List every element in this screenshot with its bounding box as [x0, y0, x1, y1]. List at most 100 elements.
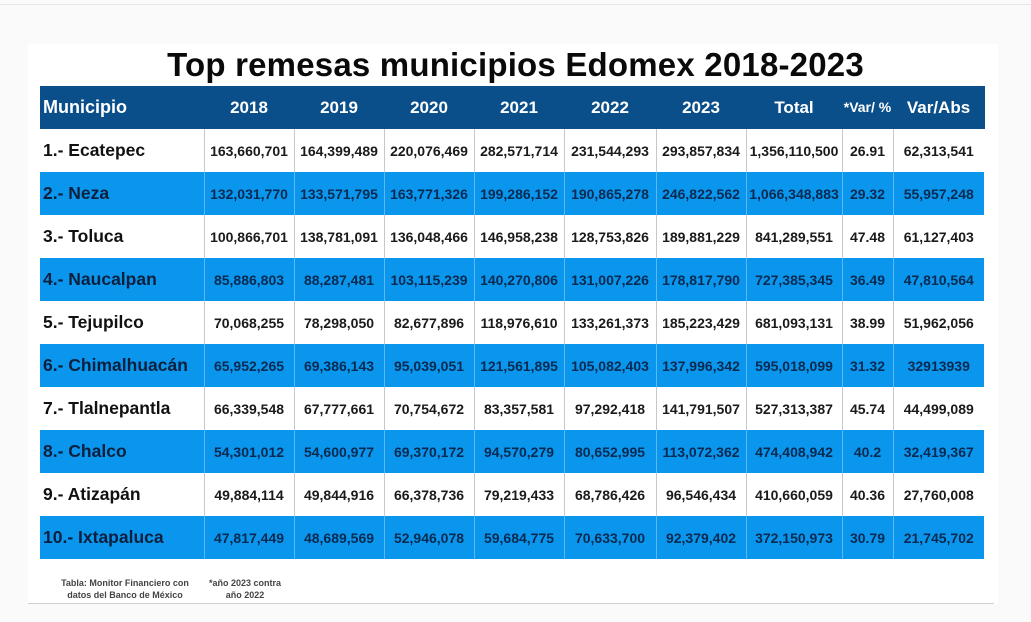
header-row: Municipio 2018 2019 2020 2021 2022 2023 …	[40, 86, 985, 129]
cell-2019: 164,399,489	[293, 129, 384, 172]
header-2021: 2021	[474, 86, 565, 129]
cell-2019: 48,689,569	[293, 516, 384, 559]
table-row: 4.- Naucalpan 85,886,803 88,287,481 103,115…	[40, 258, 984, 301]
cell-var-abs: 61,127,403	[892, 215, 984, 258]
header-2018: 2018	[204, 86, 295, 129]
header-2023: 2023	[656, 86, 747, 129]
cell-var-abs: 44,499,089	[892, 387, 984, 430]
cell-total: 727,385,345	[745, 258, 842, 301]
cell-2018: 100,866,701	[203, 215, 294, 258]
cell-var-abs: 32,419,367	[892, 430, 984, 473]
cell-var-pct: 26.91	[841, 129, 893, 172]
cell-2022: 133,261,373	[563, 301, 656, 344]
cell-2021: 59,684,775	[473, 516, 564, 559]
table-row: 3.- Toluca 100,866,701 138,781,091 136,048,…	[40, 215, 984, 258]
cell-2022: 131,007,226	[563, 258, 656, 301]
header-var-pct: *Var/ %	[842, 86, 894, 129]
header-2022: 2022	[564, 86, 657, 129]
cell-2020: 136,048,466	[383, 215, 474, 258]
footnote-line2: año 2022	[225, 590, 265, 600]
table-row: 1.- Ecatepec 163,660,701 164,399,489 220,07…	[40, 129, 984, 172]
cell-municipio: 8.- Chalco	[40, 430, 204, 473]
cell-total: 681,093,131	[745, 301, 842, 344]
header-2019: 2019	[294, 86, 385, 129]
remittances-table: Municipio 2018 2019 2020 2021 2022 2023 …	[40, 86, 985, 559]
cell-2021: 121,561,895	[473, 344, 564, 387]
cell-2022: 190,865,278	[563, 172, 656, 215]
cell-municipio: 3.- Toluca	[40, 215, 204, 258]
cell-2021: 199,286,152	[473, 172, 564, 215]
cell-total: 410,660,059	[745, 473, 842, 516]
cell-2023: 185,223,429	[655, 301, 746, 344]
source-note: Tabla: Monitor Financiero con datos del …	[50, 577, 200, 601]
cell-2020: 69,370,172	[383, 430, 474, 473]
cell-2020: 52,946,078	[383, 516, 474, 559]
cell-2019: 133,571,795	[293, 172, 384, 215]
cell-2018: 66,339,548	[203, 387, 294, 430]
cell-2020: 103,115,239	[383, 258, 474, 301]
cell-2023: 293,857,834	[655, 129, 746, 172]
header-2020: 2020	[384, 86, 475, 129]
cell-2019: 54,600,977	[293, 430, 384, 473]
cell-2023: 113,072,362	[655, 430, 746, 473]
table-row: 6.- Chimalhuacán 65,952,265 69,386,143 95,0…	[40, 344, 984, 387]
cell-total: 527,313,387	[745, 387, 842, 430]
cell-2022: 231,544,293	[563, 129, 656, 172]
cell-2020: 66,378,736	[383, 473, 474, 516]
cell-2018: 85,886,803	[203, 258, 294, 301]
cell-2019: 88,287,481	[293, 258, 384, 301]
cell-2020: 163,771,326	[383, 172, 474, 215]
cell-2018: 65,952,265	[203, 344, 294, 387]
source-note-line1: Tabla: Monitor Financiero con	[61, 578, 189, 588]
cell-2023: 137,996,342	[655, 344, 746, 387]
cell-2022: 80,652,995	[563, 430, 656, 473]
table-row: 8.- Chalco 54,301,012 54,600,977 69,370,172…	[40, 430, 984, 473]
cell-municipio: 4.- Naucalpan	[40, 258, 204, 301]
cell-2018: 54,301,012	[203, 430, 294, 473]
cell-2023: 96,546,434	[655, 473, 746, 516]
cell-2021: 79,219,433	[473, 473, 564, 516]
cell-var-abs: 21,745,702	[892, 516, 984, 559]
cell-2022: 105,082,403	[563, 344, 656, 387]
footnote-line1: *año 2023 contra	[208, 578, 282, 588]
cell-2021: 118,976,610	[473, 301, 564, 344]
cell-2020: 82,677,896	[383, 301, 474, 344]
cell-2020: 70,754,672	[383, 387, 474, 430]
cell-2019: 138,781,091	[293, 215, 384, 258]
cell-2023: 92,379,402	[655, 516, 746, 559]
cell-2023: 246,822,562	[655, 172, 746, 215]
cell-2018: 70,068,255	[203, 301, 294, 344]
header-municipio: Municipio	[40, 86, 205, 129]
table-row: 10.- Ixtapaluca 47,817,449 48,689,569 52,94…	[40, 516, 984, 559]
cell-2023: 189,881,229	[655, 215, 746, 258]
cell-2018: 49,884,114	[203, 473, 294, 516]
table-row: 7.- Tlalnepantla 66,339,548 67,777,661 70,7…	[40, 387, 984, 430]
cell-var-abs: 62,313,541	[892, 129, 984, 172]
cell-total: 841,289,551	[745, 215, 842, 258]
cell-2022: 70,633,700	[563, 516, 656, 559]
cell-municipio: 10.- Ixtapaluca	[40, 516, 204, 559]
cell-var-abs: 51,962,056	[892, 301, 984, 344]
footnote: *año 2023 contra año 2022	[200, 577, 290, 601]
cell-var-abs: 27,760,008	[892, 473, 984, 516]
table-row: 5.- Tejupilco 70,068,255 78,298,050 82,677,…	[40, 301, 984, 344]
cell-2019: 49,844,916	[293, 473, 384, 516]
cell-var-pct: 38.99	[841, 301, 893, 344]
cell-2023: 141,791,507	[655, 387, 746, 430]
table-row: 2.- Neza 132,031,770 133,571,795 163,771,32…	[40, 172, 984, 215]
cell-var-abs: 55,957,248	[892, 172, 984, 215]
cell-total: 372,150,973	[745, 516, 842, 559]
source-note-line2: datos del Banco de México	[67, 590, 183, 600]
cell-2020: 220,076,469	[383, 129, 474, 172]
cell-2022: 128,753,826	[563, 215, 656, 258]
header-var-abs: Var/Abs	[893, 86, 985, 129]
cell-municipio: 1.- Ecatepec	[40, 129, 204, 172]
cell-2021: 83,357,581	[473, 387, 564, 430]
cell-2018: 132,031,770	[203, 172, 294, 215]
cell-total: 595,018,099	[745, 344, 842, 387]
cell-2019: 67,777,661	[293, 387, 384, 430]
table-row: 9.- Atizapán 49,884,114 49,844,916 66,378,7…	[40, 473, 984, 516]
bottom-divider	[28, 603, 994, 604]
cell-var-pct: 30.79	[841, 516, 893, 559]
cell-2022: 68,786,426	[563, 473, 656, 516]
